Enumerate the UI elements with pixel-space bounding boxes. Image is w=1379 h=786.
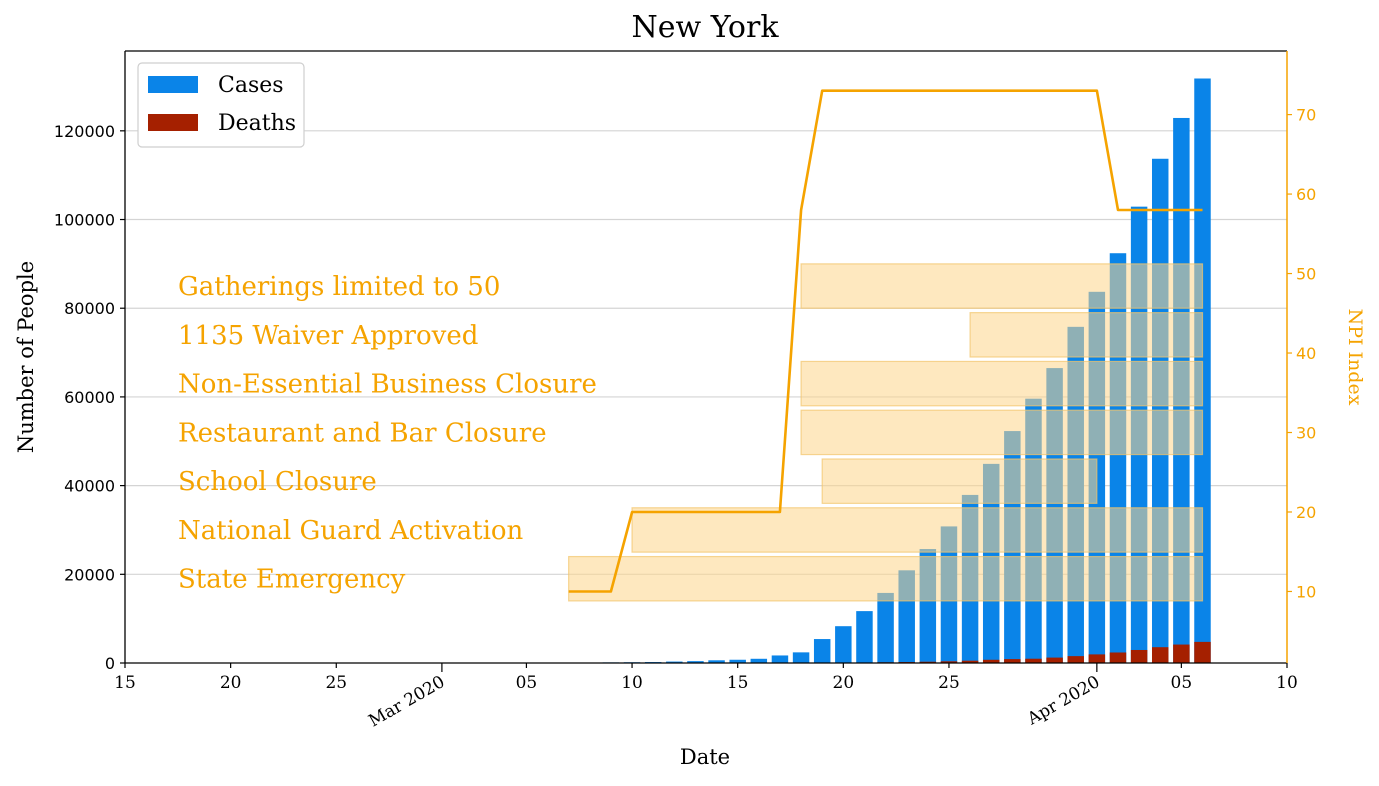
bar-deaths: [1046, 657, 1063, 663]
x-tick-label: 20: [833, 673, 855, 693]
bar-cases: [708, 660, 725, 663]
x-tick-label: 15: [727, 673, 749, 693]
y-tick-label: 60000: [64, 388, 115, 407]
bar-deaths: [1151, 647, 1169, 663]
chart-title: New York: [632, 10, 780, 45]
bar-deaths: [940, 661, 958, 663]
bar-cases: [792, 652, 810, 663]
bar-deaths: [982, 659, 1000, 663]
y-tick-label: 40000: [64, 477, 115, 496]
npi-annotation-label: Non-Essential Business Closure: [178, 370, 597, 400]
bar-cases: [835, 626, 852, 663]
npi-band: [568, 555, 1204, 602]
bar-deaths: [1025, 658, 1042, 663]
x-tick-label: 10: [621, 673, 643, 693]
npi-annotations: Gatherings limited to 50 1135 Waiver Appr…: [178, 272, 597, 595]
bar-cases: [771, 655, 789, 663]
legend-label: Deaths: [218, 111, 296, 136]
legend-label: Cases: [218, 73, 284, 98]
npi-line-layer: [568, 89, 1203, 593]
npi-band: [631, 507, 1204, 553]
bar-deaths: [1088, 654, 1106, 663]
y-axis-label: Number of People: [14, 261, 38, 453]
y2-tick-label: 50: [1296, 265, 1316, 284]
npi-annotation-label: 1135 Waiver Approved: [178, 321, 478, 351]
legend: Cases Deaths: [137, 62, 305, 148]
npi-bands: [568, 263, 1204, 602]
bar-cases: [687, 661, 704, 663]
npi-annotation-label: Gatherings limited to 50: [178, 272, 500, 302]
bar-deaths: [1067, 656, 1084, 663]
y-tick-label: 120000: [54, 122, 115, 141]
bar-deaths: [1109, 652, 1127, 663]
x-axis-label: Date: [680, 745, 730, 769]
y2-tick-label: 60: [1296, 185, 1316, 204]
axes: 0 20000 40000 60000 80000 100000 120000 10 20 30 4…: [54, 50, 1316, 732]
legend-swatch: [148, 114, 198, 131]
x-tick-label: 15: [114, 673, 136, 693]
npi-band: [800, 360, 1204, 407]
npi-annotation-label: Restaurant and Bar Closure: [178, 418, 547, 448]
x-tick-label: 05: [516, 673, 538, 693]
bar-cases: [750, 658, 768, 663]
npi-annotation-label: School Closure: [178, 467, 377, 497]
x-tick-label: 05: [1171, 673, 1193, 693]
y-tick-label: 0: [105, 654, 115, 673]
bar-cases: [813, 639, 831, 663]
npi-annotation-label: National Guard Activation: [178, 516, 524, 546]
npi-band: [969, 312, 1204, 358]
y-tick-label: 80000: [64, 299, 115, 318]
bar-cases: [729, 659, 746, 663]
bar-deaths: [1173, 644, 1190, 663]
y2-tick-label: 70: [1296, 106, 1316, 125]
bar-cases: [856, 611, 873, 663]
bar-deaths: [1194, 641, 1211, 663]
x-month-tick-label: Apr 2020: [1023, 672, 1103, 730]
npi-line: [568, 89, 1203, 593]
bar-cases: [877, 592, 894, 663]
npi-annotation-label: State Emergency: [178, 565, 406, 595]
bar-deaths: [1004, 659, 1021, 663]
y2-axis-label: NPI Index: [1344, 309, 1366, 406]
bar-deaths: [961, 660, 979, 663]
npi-band: [800, 409, 1204, 456]
npi-band: [821, 458, 1098, 504]
bar-cases: [666, 661, 683, 663]
y2-tick-label: 40: [1296, 344, 1316, 363]
y2-tick-label: 30: [1296, 424, 1316, 443]
y2-tick-label: 20: [1296, 503, 1316, 522]
x-tick-label: 25: [938, 673, 960, 693]
npi-band: [800, 263, 1204, 309]
x-tick-label: 20: [220, 673, 242, 693]
bar-deaths: [1130, 649, 1148, 663]
y-tick-label: 100000: [54, 211, 115, 230]
legend-swatch: [148, 76, 198, 93]
x-tick-label: 10: [1276, 673, 1298, 693]
x-tick-label: 25: [325, 673, 347, 693]
y2-tick-label: 10: [1296, 582, 1316, 601]
y-tick-label: 20000: [64, 565, 115, 584]
x-month-tick-label: Mar 2020: [365, 672, 448, 731]
